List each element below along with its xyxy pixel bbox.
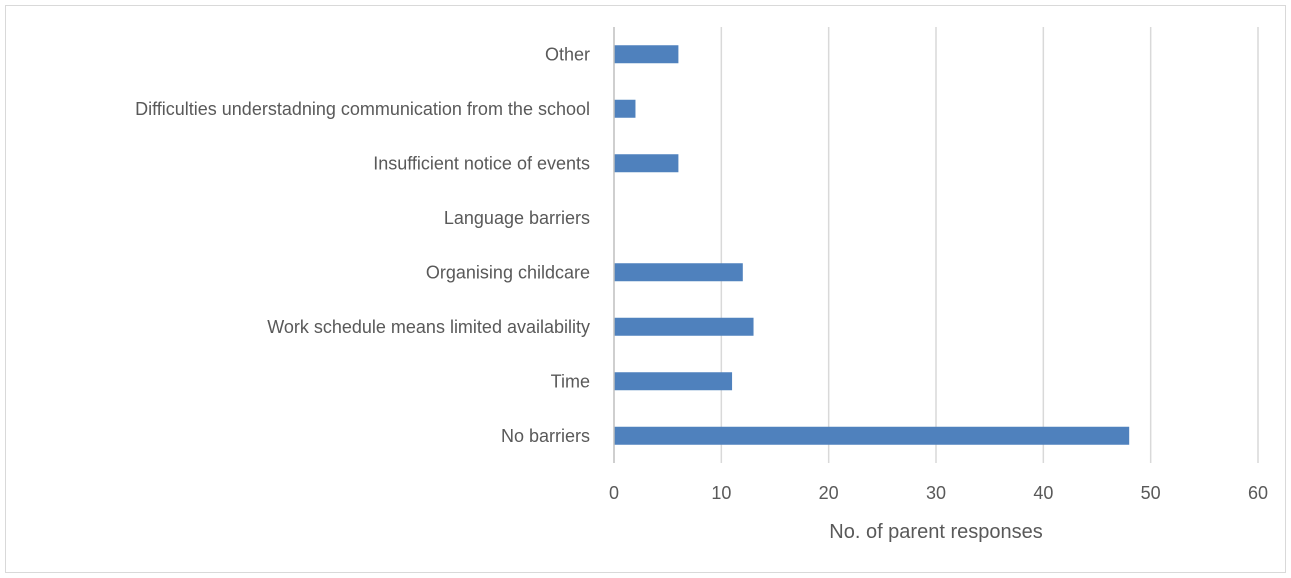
y-category-label: Organising childcare (426, 262, 590, 282)
x-axis-title: No. of parent responses (829, 521, 1042, 543)
bar (614, 45, 679, 64)
bar (614, 154, 679, 173)
chart-frame: 0 10 20 30 40 50 60 No barriers Time Work schedul… (5, 5, 1286, 573)
x-tick-label: 0 (609, 483, 619, 503)
x-tick-label: 50 (1141, 483, 1161, 503)
x-tick-label: 40 (1033, 483, 1053, 503)
y-category-label: Difficulties understadning communication… (135, 99, 590, 119)
bar (614, 263, 743, 282)
x-tick-label: 20 (819, 483, 839, 503)
y-category-label: Other (545, 44, 590, 64)
bar (614, 317, 754, 336)
bar (614, 426, 1130, 445)
y-category-label: No barriers (501, 426, 590, 446)
bar-chart: 0 10 20 30 40 50 60 No barriers Time Work schedul… (135, 27, 1268, 543)
bars (614, 45, 1130, 445)
y-category-label: Time (551, 371, 590, 391)
y-category-label: Language barriers (444, 208, 590, 228)
x-tick-label: 10 (711, 483, 731, 503)
y-category-label: Insufficient notice of events (373, 153, 590, 173)
bar (614, 99, 636, 118)
gridlines (720, 27, 1259, 463)
x-tick-label: 30 (926, 483, 946, 503)
x-tick-label: 60 (1248, 483, 1268, 503)
bar (614, 372, 733, 391)
y-category-label: Work schedule means limited availability (267, 317, 590, 337)
labels: 0 10 20 30 40 50 60 No barriers Time Work schedul… (135, 44, 1268, 503)
